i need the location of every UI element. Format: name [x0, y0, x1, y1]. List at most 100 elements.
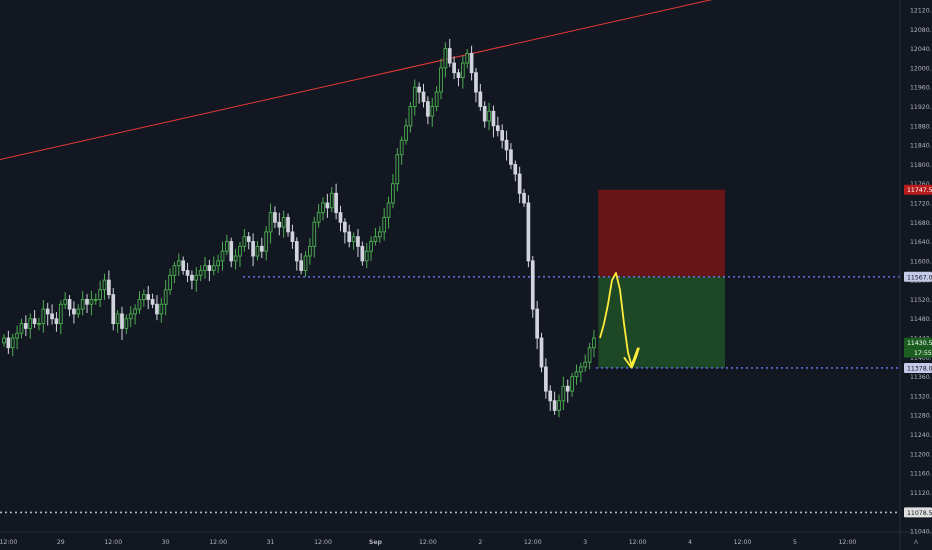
candle-body: [181, 260, 186, 271]
countdown-label: 17:55: [914, 350, 932, 357]
time-tick-label: 30: [162, 539, 170, 546]
price-tick-label: 11400.0: [910, 355, 932, 362]
candle-body: [294, 241, 299, 262]
candle-body: [155, 303, 159, 315]
candle-body: [115, 313, 120, 325]
candle-body: [583, 361, 588, 368]
price-tick-label: 11720.0: [910, 200, 932, 207]
candle-body: [10, 337, 15, 349]
candle-body: [58, 303, 63, 325]
candle-body: [251, 241, 255, 257]
time-tick-label: 12:00: [314, 539, 332, 546]
candle-body: [185, 270, 190, 276]
candle-body: [6, 337, 11, 349]
candle-body: [395, 154, 400, 185]
price-tick-label: 12040.0: [910, 46, 932, 53]
time-tick-label: 12:00: [419, 539, 437, 546]
candle-body: [452, 62, 456, 74]
candle-body: [456, 72, 461, 78]
candle-body: [360, 245, 365, 262]
candle-body: [229, 241, 234, 262]
candle-body: [478, 91, 483, 107]
candle-body: [539, 337, 544, 368]
candle-body: [45, 308, 50, 315]
price-tick-label: 11280.0: [910, 413, 932, 420]
candle-body: [312, 221, 317, 247]
candle-body: [526, 202, 531, 262]
price-badge-label: 11078.5: [907, 510, 932, 517]
candle-body: [50, 313, 54, 320]
price-tick-label: 11600.0: [910, 258, 932, 265]
candle-body: [67, 298, 72, 310]
candle-body: [37, 323, 41, 326]
candle-body: [338, 212, 343, 223]
candle-body: [343, 221, 347, 233]
position-reward-zone: [598, 276, 726, 368]
price-tick-label: 11760.0: [910, 181, 932, 188]
candle-body: [443, 48, 448, 69]
candle-body: [482, 106, 487, 122]
candle-body: [535, 308, 539, 339]
candle-body: [530, 260, 535, 310]
time-tick-label: 31: [267, 539, 275, 546]
candle-body: [299, 260, 304, 271]
candle-body: [41, 308, 46, 325]
price-tick-label: 11360.0: [910, 374, 932, 381]
candle-body: [544, 366, 548, 392]
candle-body: [19, 323, 24, 334]
time-tick-label: 12:00: [734, 539, 752, 546]
candle-body: [574, 371, 579, 378]
price-tick-label: 11920.0: [910, 104, 932, 111]
price-tick-label: 12000.0: [910, 65, 932, 72]
candle-body: [255, 245, 260, 257]
price-tick-label: 11480.0: [910, 316, 932, 323]
trend-line: [0, 0, 713, 161]
candle-body: [356, 236, 360, 247]
candle-body: [364, 250, 369, 262]
auto-scale-toggle[interactable]: A: [914, 538, 919, 546]
candle-body: [565, 385, 570, 392]
price-badge: [904, 184, 932, 195]
price-tick-label: 11640.0: [910, 239, 932, 246]
time-tick-label: 12:00: [0, 539, 17, 546]
candle-body: [399, 139, 404, 156]
candle-body: [163, 289, 168, 305]
candle-body: [120, 313, 124, 329]
price-tick-label: 11120.0: [910, 490, 932, 497]
candle-body: [386, 202, 391, 218]
price-tick-label: 11320.0: [910, 393, 932, 400]
candle-body: [290, 231, 295, 243]
candle-body: [102, 279, 107, 291]
candle-body: [141, 294, 146, 300]
price-tick-label: 11680.0: [910, 220, 932, 227]
candle-body: [273, 212, 277, 223]
candle-body: [85, 298, 89, 305]
candle-body: [570, 376, 574, 392]
candle-body: [172, 265, 177, 276]
candle-body: [465, 52, 470, 64]
candle-body: [150, 298, 155, 305]
price-tick-label: 12080.0: [910, 27, 932, 34]
candle-body: [461, 62, 465, 78]
candle-body: [238, 245, 242, 257]
candle-body: [474, 72, 478, 93]
candle-body: [259, 245, 264, 252]
candle-body: [194, 274, 199, 281]
candle-body: [592, 337, 596, 349]
candle-body: [430, 106, 435, 117]
candle-body: [207, 265, 212, 271]
price-tick-label: 11200.0: [910, 451, 932, 458]
time-tick-label: 12:00: [629, 539, 647, 546]
candle-body: [308, 245, 312, 257]
price-badge-label: 11430.5: [907, 340, 932, 347]
time-tick-label: 29: [57, 539, 65, 546]
candle-body: [434, 91, 439, 107]
candle-body: [412, 86, 417, 107]
candle-body: [513, 163, 518, 175]
candle-body: [347, 231, 352, 243]
candle-body: [98, 289, 102, 300]
price-tick-label: 11960.0: [910, 85, 932, 92]
candle-body: [487, 110, 491, 122]
